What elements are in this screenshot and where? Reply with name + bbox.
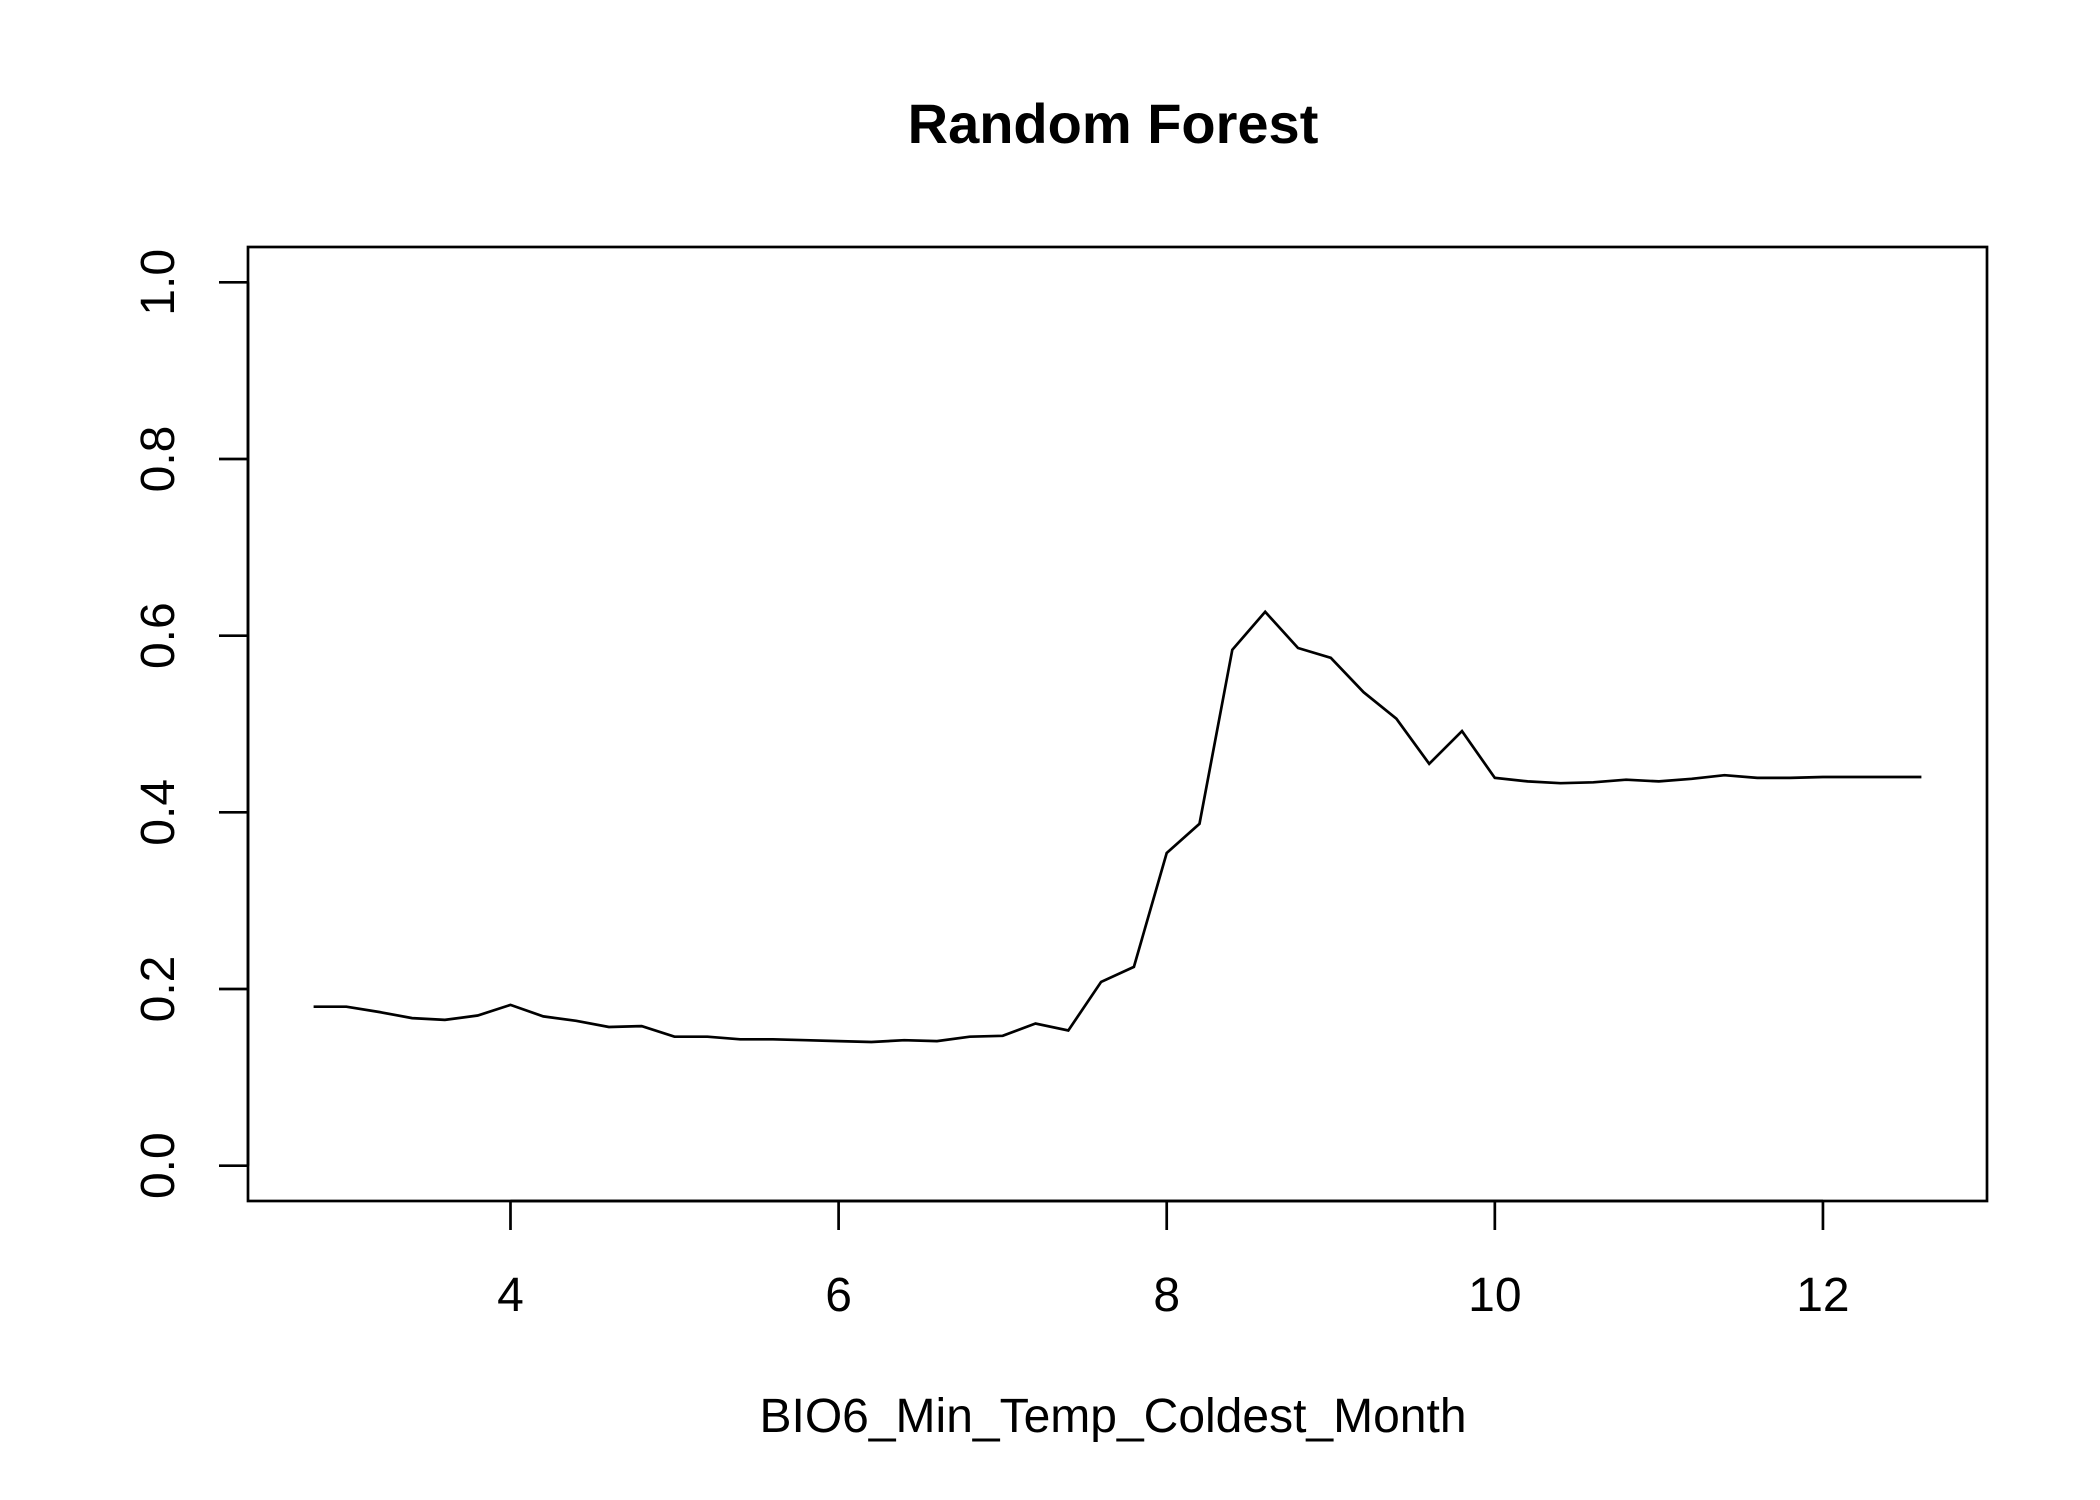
x-tick-label: 6 <box>825 1269 852 1322</box>
y-tick-label: 0.0 <box>132 1132 185 1199</box>
x-tick-label: 4 <box>497 1269 524 1322</box>
x-tick-label: 12 <box>1796 1269 1849 1322</box>
y-tick-label: 0.6 <box>132 602 185 669</box>
plot-area-frame <box>246 245 1989 1203</box>
y-tick-label: 0.8 <box>132 426 185 493</box>
series-group <box>313 609 1922 1044</box>
x-tick-label: 8 <box>1153 1269 1180 1322</box>
y-axis: 0.0 0.2 0.4 0.6 0.8 1.0 <box>132 249 250 1199</box>
y-tick-label: 0.2 <box>132 956 185 1023</box>
x-tick-label: 10 <box>1468 1269 1521 1322</box>
y-tick-label: 0.4 <box>132 779 185 846</box>
series-line <box>313 609 1922 1044</box>
y-tick-label: 1.0 <box>132 249 185 316</box>
chart-title: Random Forest <box>908 92 1319 155</box>
x-axis-label: BIO6_Min_Temp_Coldest_Month <box>759 1390 1466 1443</box>
x-axis: 4 6 8 10 12 <box>497 1199 1850 1322</box>
